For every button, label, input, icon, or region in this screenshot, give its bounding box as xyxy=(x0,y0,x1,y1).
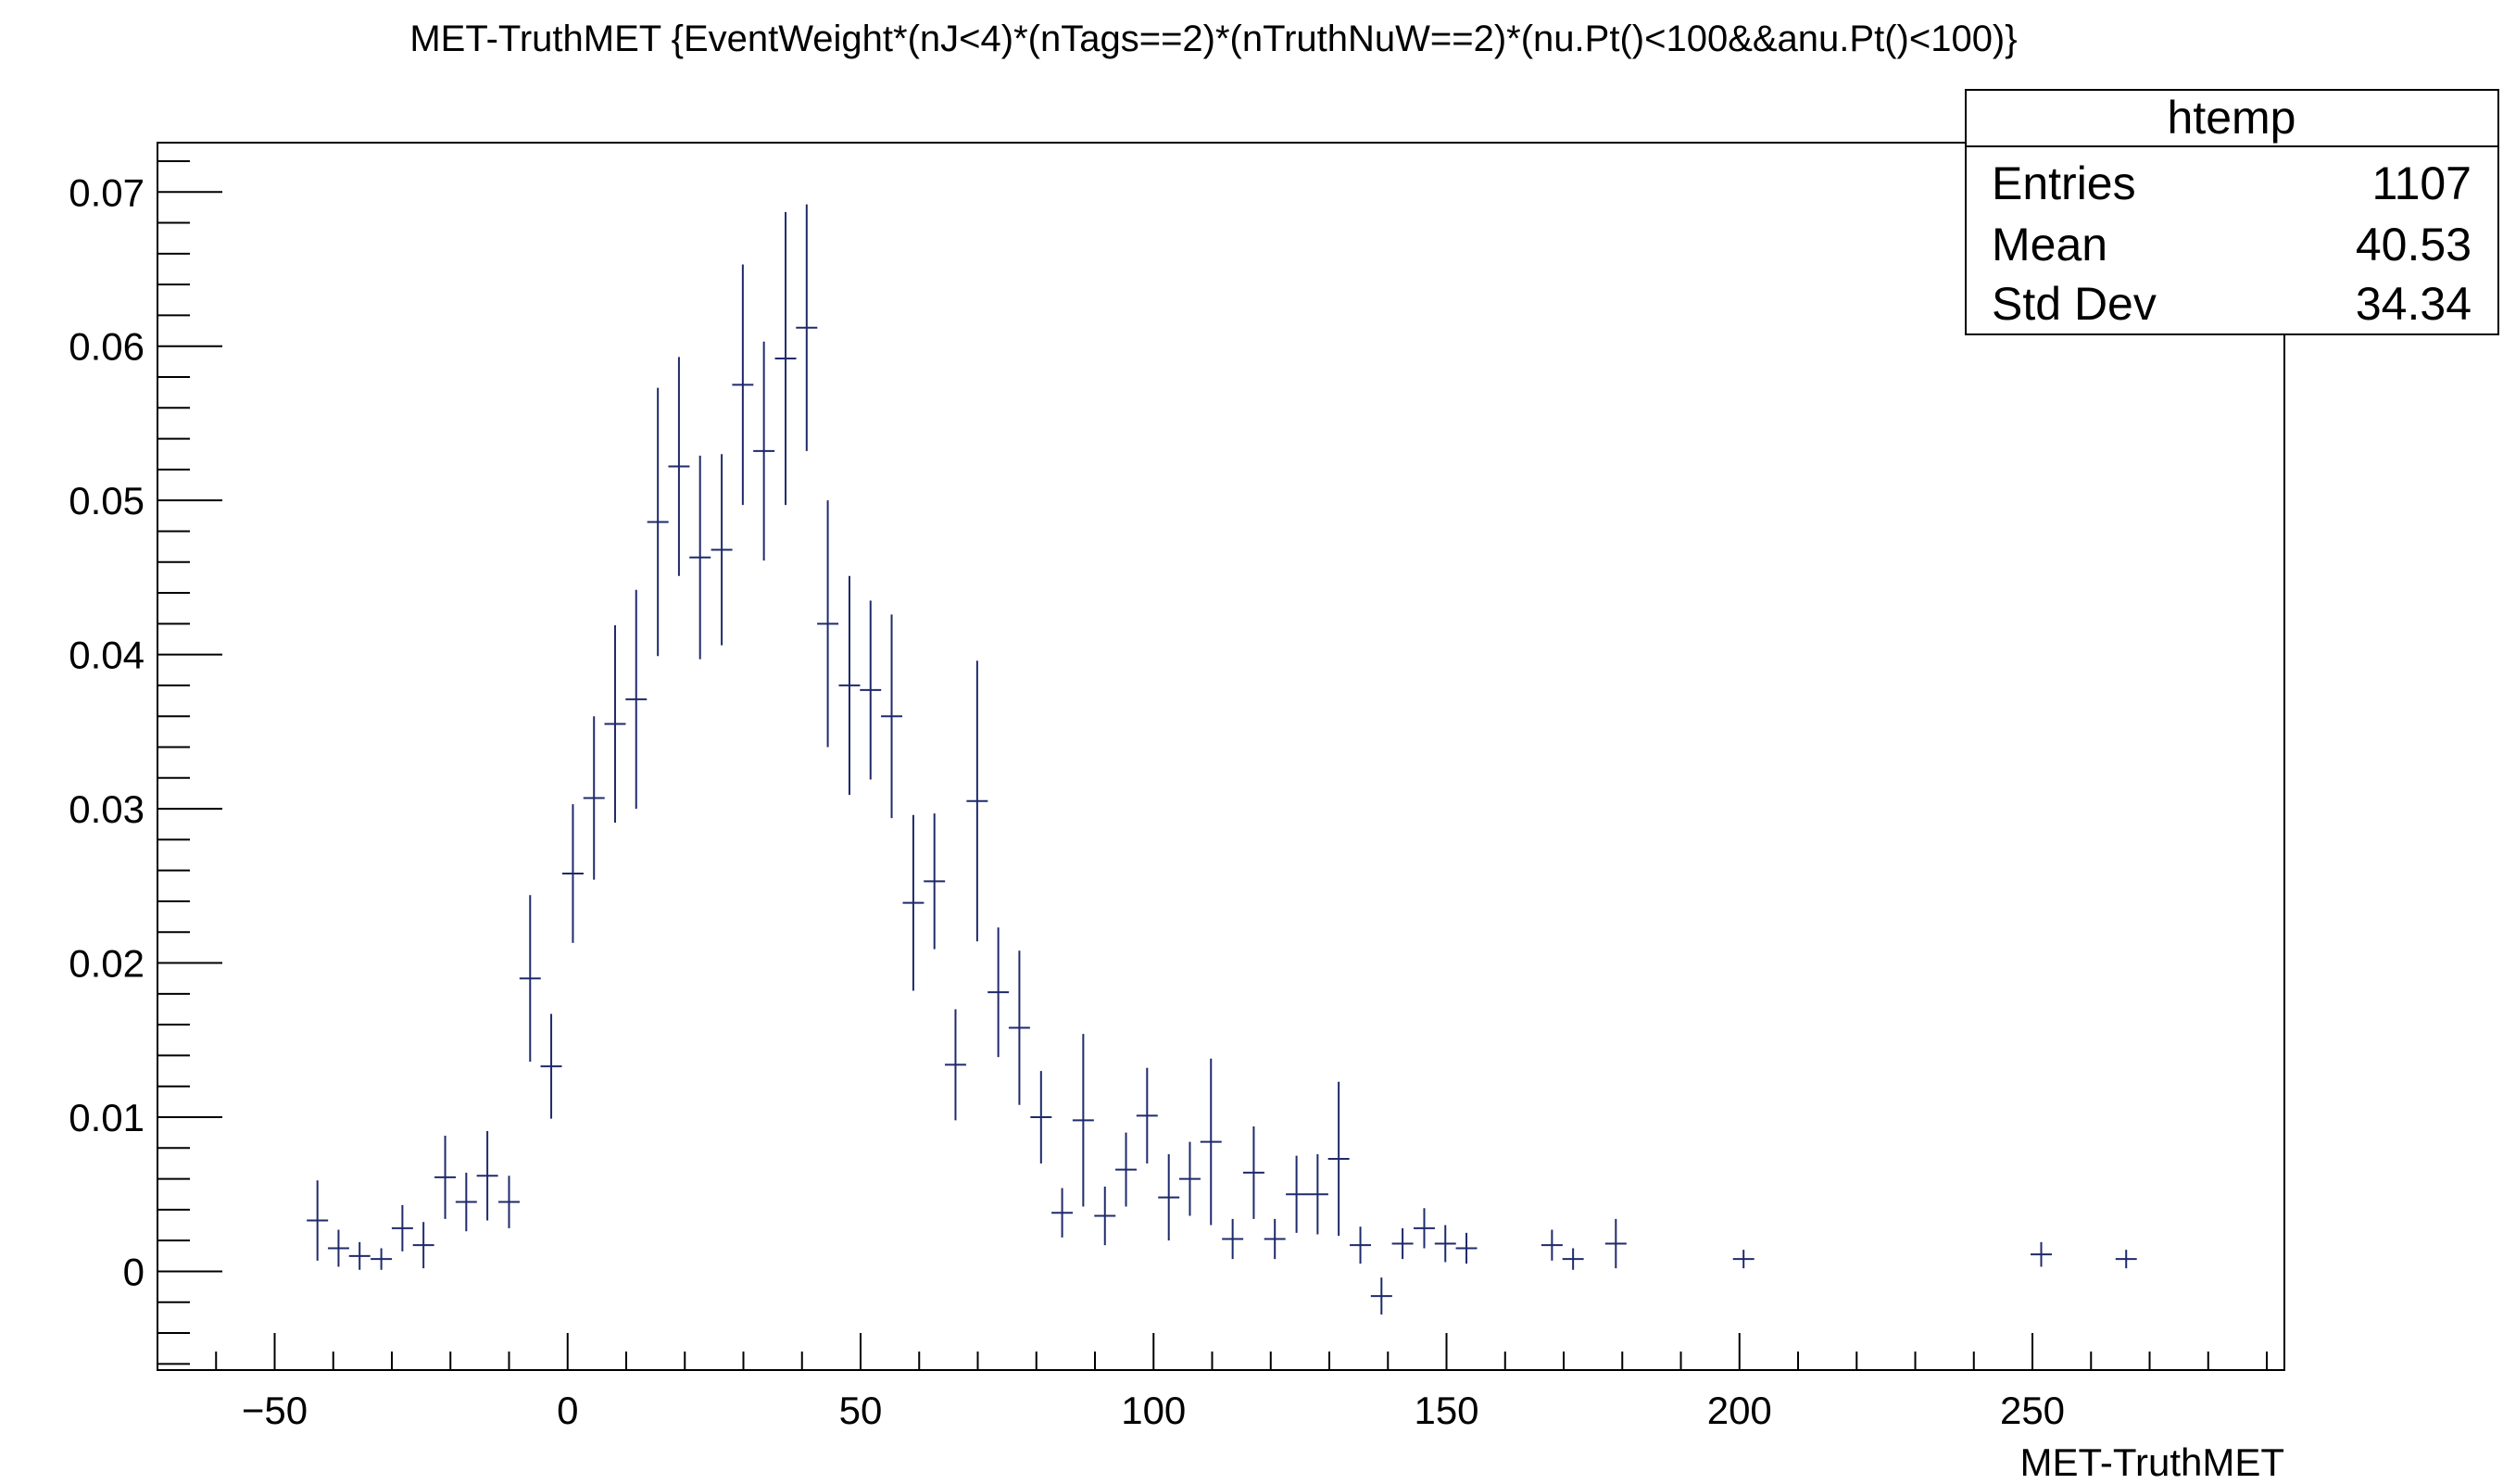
data-point xyxy=(307,1180,329,1261)
data-point xyxy=(1158,1153,1180,1241)
data-point xyxy=(412,1222,434,1269)
x-axis-label: MET-TruthMET xyxy=(2020,1440,2284,1484)
data-point xyxy=(625,589,648,810)
stats-box-title: htemp xyxy=(2168,92,2296,144)
data-point xyxy=(689,455,711,660)
data-point xyxy=(711,454,733,646)
data-point xyxy=(604,625,626,824)
y-tick-label: 0.06 xyxy=(69,325,145,369)
x-axis: −50 0 50 100 150 200 250 xyxy=(157,1333,2269,1432)
data-point xyxy=(774,211,797,506)
data-point xyxy=(1350,1226,1372,1264)
data-point xyxy=(668,357,690,576)
y-tick-label: 0 xyxy=(123,1250,145,1293)
data-point xyxy=(1136,1067,1158,1163)
stats-value-mean: 40.53 xyxy=(2356,219,2472,270)
data-point xyxy=(1242,1126,1264,1219)
data-point xyxy=(1562,1248,1584,1270)
data-point xyxy=(1200,1058,1222,1226)
y-tick-label: 0.03 xyxy=(69,787,145,831)
data-point xyxy=(838,575,861,796)
data-point xyxy=(647,387,669,657)
data-point xyxy=(1413,1208,1435,1249)
data-point xyxy=(1732,1250,1755,1269)
data-point xyxy=(987,927,1010,1058)
data-point xyxy=(944,1009,966,1121)
data-point xyxy=(434,1135,457,1219)
data-point xyxy=(1264,1218,1286,1260)
x-tick-label: 100 xyxy=(1121,1389,1186,1432)
y-tick-label: 0.01 xyxy=(69,1096,145,1139)
x-tick-label: 200 xyxy=(1707,1389,1772,1432)
data-point xyxy=(561,804,584,943)
data-point xyxy=(2115,1250,2137,1269)
data-point xyxy=(391,1204,413,1251)
y-tick-label: 0.07 xyxy=(69,170,145,214)
data-point xyxy=(371,1248,393,1270)
data-point xyxy=(1008,950,1030,1105)
data-point xyxy=(348,1241,371,1270)
data-point xyxy=(540,1013,562,1119)
data-point xyxy=(1327,1081,1350,1237)
data-point xyxy=(1286,1155,1308,1233)
y-tick-label: 0.05 xyxy=(69,479,145,522)
data-point xyxy=(753,341,775,561)
x-tick-label: 150 xyxy=(1414,1389,1478,1432)
data-point xyxy=(1370,1277,1392,1315)
stats-box-frame xyxy=(1965,89,2499,335)
data-point xyxy=(860,600,882,780)
data-point xyxy=(1391,1227,1414,1260)
stats-label-entries: Entries xyxy=(1992,157,2136,209)
y-tick-label: 0.04 xyxy=(69,634,145,677)
data-point xyxy=(455,1172,477,1232)
data-point xyxy=(1604,1218,1627,1269)
data-point xyxy=(498,1176,520,1228)
data-point xyxy=(902,814,924,991)
data-point xyxy=(1094,1186,1116,1246)
data-point xyxy=(327,1229,349,1267)
data-point xyxy=(966,660,988,942)
x-tick-label: 250 xyxy=(2000,1389,2065,1432)
stats-box: htemp Entries 1107 Mean 40.53 Std Dev 34… xyxy=(1965,89,2499,335)
data-point xyxy=(1178,1141,1201,1216)
data-point xyxy=(1222,1218,1244,1260)
data-point xyxy=(732,264,754,506)
data-point xyxy=(1115,1132,1138,1207)
data-point xyxy=(1541,1229,1563,1261)
data-point xyxy=(1434,1225,1456,1263)
x-tick-label: −50 xyxy=(242,1389,308,1432)
data-point xyxy=(519,895,541,1063)
y-axis: 0 0.01 0.02 0.03 0.04 0.05 0.06 0.07 xyxy=(69,159,222,1365)
plot-frame xyxy=(157,142,2285,1371)
data-points xyxy=(307,204,2137,1315)
data-point xyxy=(583,716,605,880)
y-tick-label: 0.02 xyxy=(69,942,145,986)
stats-value-std-dev: 34.34 xyxy=(2356,278,2472,330)
data-point xyxy=(1455,1232,1478,1264)
data-point xyxy=(1072,1034,1094,1207)
stats-label-mean: Mean xyxy=(1992,219,2107,270)
chart-title: MET-TruthMET {EventWeight*(nJ<4)*(nTags=… xyxy=(409,19,2017,59)
stats-value-entries: 1107 xyxy=(2371,157,2472,209)
data-point xyxy=(476,1130,498,1221)
data-point xyxy=(1030,1071,1052,1163)
data-point xyxy=(2031,1241,2052,1267)
stats-label-std-dev: Std Dev xyxy=(1992,278,2157,330)
data-point xyxy=(1306,1153,1328,1235)
x-tick-label: 50 xyxy=(839,1389,883,1432)
data-point xyxy=(817,500,839,748)
data-point xyxy=(924,813,946,950)
data-point xyxy=(881,614,903,819)
data-point xyxy=(1051,1188,1074,1238)
data-point xyxy=(796,204,818,451)
x-tick-label: 0 xyxy=(557,1389,578,1432)
